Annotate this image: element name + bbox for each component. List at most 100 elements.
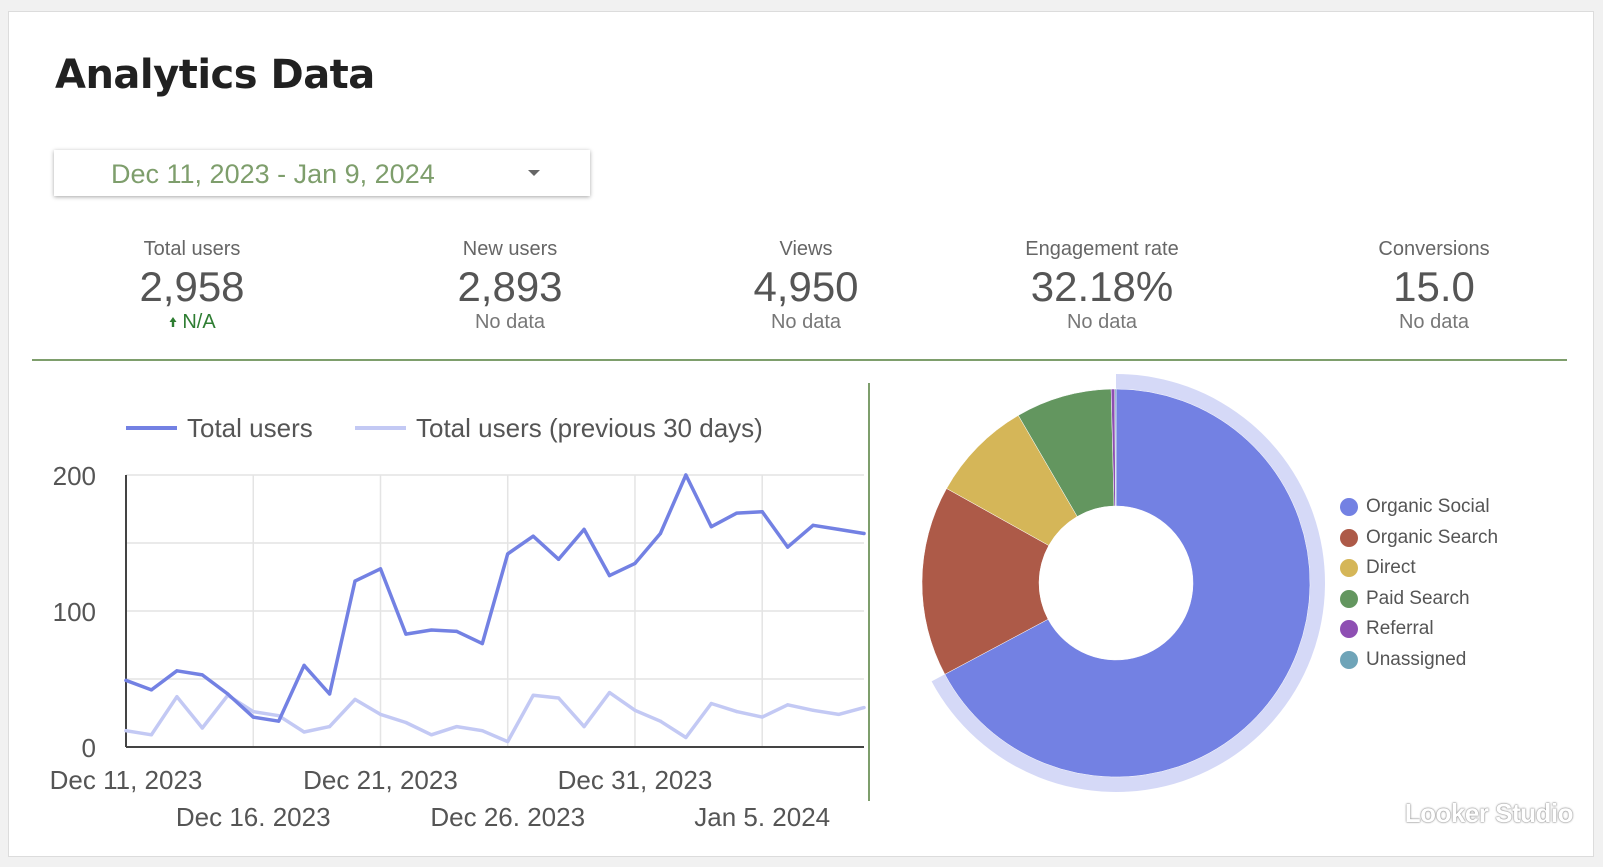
legend-swatch [1340, 620, 1358, 639]
legend-swatch [1340, 528, 1358, 547]
data-point [353, 579, 357, 583]
kpi-label: Total users [143, 238, 241, 260]
looker-studio-watermark: Looker Studio [1404, 798, 1574, 828]
data-point [531, 534, 535, 538]
legend-swatch [1340, 498, 1358, 517]
data-point [200, 726, 204, 730]
data-point [251, 715, 255, 719]
x-tick-label: Dec 26. 2023 [430, 802, 585, 832]
legend-label: Direct [1366, 557, 1416, 579]
kpi-comparison-text: N/A [182, 311, 216, 333]
data-point [862, 531, 866, 536]
data-point [811, 708, 815, 712]
legend-item-referral[interactable]: Referral [1340, 614, 1498, 645]
data-point [582, 527, 586, 532]
data-point [582, 725, 586, 729]
legend-item-organic-social[interactable]: Organic Social [1340, 492, 1498, 523]
data-point [786, 703, 790, 707]
data-point [302, 663, 306, 668]
data-point [607, 691, 612, 695]
data-point [557, 557, 561, 561]
y-tick-label: 0 [82, 733, 96, 763]
section-divider [32, 359, 1567, 361]
data-point [836, 712, 841, 716]
arrow-up-icon [169, 317, 177, 327]
donut-legend: Organic Social Organic Search Direct Pai… [1340, 492, 1498, 675]
kpi-value: 4,950 [753, 263, 859, 310]
data-point [760, 510, 764, 514]
data-point [455, 629, 459, 634]
series-line-previous-30-days [124, 690, 866, 744]
date-range-picker[interactable]: Dec 11, 2023 - Jan 9, 2024 [54, 150, 590, 196]
data-point [378, 712, 383, 716]
kpi-comparison: N/A [62, 310, 322, 334]
kpi-value: 2,958 [139, 263, 245, 310]
y-tick-label: 100 [53, 597, 96, 627]
kpi-comparison: No data [1066, 311, 1138, 333]
data-point [480, 642, 484, 646]
x-tick-label: Jan 5. 2024 [694, 802, 830, 832]
legend-label-total-users: Total users [187, 413, 313, 443]
data-point [124, 678, 128, 682]
page-title: Analytics Data [55, 52, 375, 98]
caret-down-icon [528, 170, 540, 176]
kpi-label: Engagement rate [1025, 238, 1179, 260]
data-point [175, 695, 179, 699]
kpi-new-users: New users 2,893 No data [380, 236, 640, 334]
kpi-comparison: No data [1398, 311, 1470, 333]
data-point [455, 725, 459, 729]
date-range-value: Dec 11, 2023 - Jan 9, 2024 [111, 159, 435, 189]
data-point [506, 739, 510, 744]
chart-divider [868, 383, 870, 801]
data-point [404, 632, 408, 636]
legend-item-paid-search[interactable]: Paid Search [1340, 584, 1498, 615]
data-point [226, 692, 230, 696]
data-point [404, 720, 408, 725]
legend-label: Organic Search [1366, 526, 1499, 548]
kpi-value: 32.18% [1030, 263, 1174, 310]
x-tick-label: Dec 21, 2023 [303, 765, 458, 795]
data-point [175, 669, 179, 673]
series-line-total-users [124, 473, 866, 723]
legend-label: Referral [1366, 618, 1434, 640]
kpi-label: Conversions [1378, 238, 1490, 260]
slice-unassigned [1114, 388, 1117, 507]
kpi-comparison: No data [474, 311, 546, 333]
legend-label: Organic Social [1366, 496, 1490, 518]
data-point [786, 545, 790, 549]
kpi-label: Views [779, 238, 833, 260]
legend-item-unassigned[interactable]: Unassigned [1340, 645, 1498, 676]
data-point [633, 561, 637, 566]
slice-organic-social [944, 388, 1311, 778]
kpi-label: New users [462, 238, 558, 260]
legend-label-previous-30-days: Total users (previous 30 days) [416, 413, 763, 443]
data-point [684, 735, 688, 740]
data-point [684, 473, 688, 477]
data-point [836, 527, 841, 532]
legend-label: Paid Search [1366, 587, 1470, 609]
line-chart: 0 100 200 Dec 11, 2023 Dec 16. 2023 Dec 21, 2… [50, 413, 866, 832]
kpi-views: Views 4,950 No data [676, 236, 936, 334]
data-point [531, 693, 535, 697]
data-point [735, 710, 739, 714]
data-point [200, 673, 204, 677]
data-point [709, 701, 713, 706]
kpi-comparison: No data [770, 311, 842, 333]
data-point [557, 696, 561, 700]
data-point [124, 729, 128, 733]
data-point [378, 567, 383, 571]
legend-item-direct[interactable]: Direct [1340, 553, 1498, 584]
legend-swatch [1340, 559, 1358, 578]
data-point [480, 729, 484, 733]
data-point [506, 552, 510, 556]
data-point [327, 692, 332, 696]
x-tick-label: Dec 11, 2023 [50, 765, 203, 795]
kpi-value: 15.0 [1393, 263, 1475, 310]
data-point [251, 710, 255, 714]
kpi-value: 2,893 [457, 263, 563, 310]
data-point [709, 525, 713, 529]
x-tick-label: Dec 31, 2023 [558, 765, 713, 795]
data-point [633, 708, 637, 712]
legend-item-organic-search[interactable]: Organic Search [1340, 523, 1498, 554]
